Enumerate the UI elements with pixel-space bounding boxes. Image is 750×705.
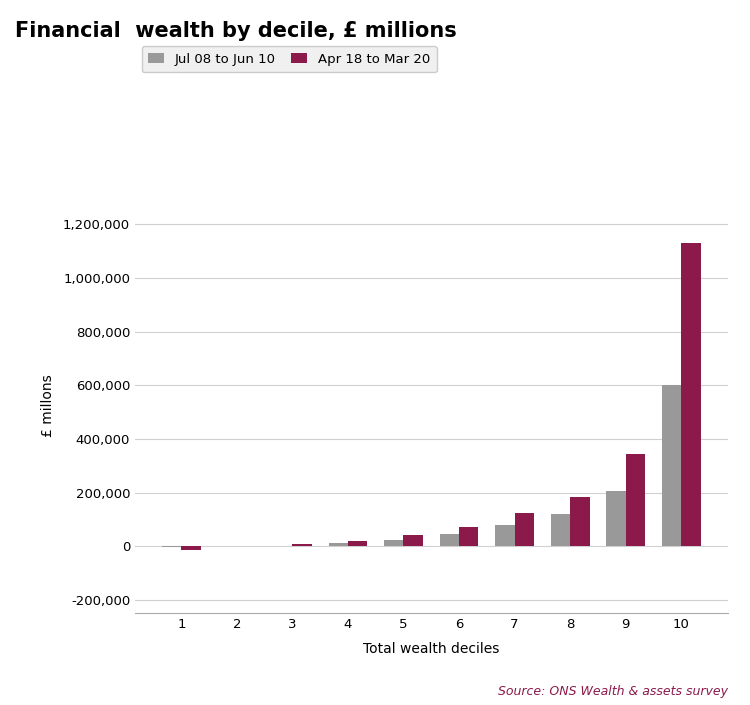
Bar	[570, 496, 590, 546]
Bar	[514, 513, 534, 546]
Bar	[404, 535, 423, 546]
Legend: Jul 08 to Jun 10, Apr 18 to Mar 20: Jul 08 to Jun 10, Apr 18 to Mar 20	[142, 46, 436, 72]
Text: Source: ONS Wealth & assets survey: Source: ONS Wealth & assets survey	[497, 685, 728, 698]
Bar	[182, 546, 201, 551]
Bar	[348, 541, 368, 546]
Bar	[626, 454, 645, 546]
Bar	[292, 544, 312, 546]
Bar	[384, 539, 404, 546]
Bar	[495, 525, 514, 546]
Bar	[550, 514, 570, 546]
Bar	[681, 243, 700, 546]
Bar	[459, 527, 478, 546]
Bar	[328, 543, 348, 546]
Text: Financial  wealth by decile, £ millions: Financial wealth by decile, £ millions	[15, 21, 457, 41]
Y-axis label: £ millons: £ millons	[40, 374, 55, 437]
Bar	[440, 534, 459, 546]
X-axis label: Total wealth deciles: Total wealth deciles	[363, 642, 500, 656]
Bar	[662, 385, 681, 546]
Bar	[606, 491, 625, 546]
